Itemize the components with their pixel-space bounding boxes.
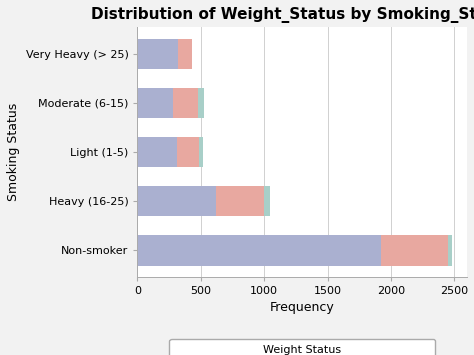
Bar — [264, 186, 270, 217]
Bar — [137, 235, 381, 266]
Y-axis label: Smoking Status: Smoking Status — [7, 103, 20, 201]
Bar — [137, 88, 173, 118]
Bar — [198, 88, 204, 118]
X-axis label: Frequency: Frequency — [270, 301, 335, 315]
Bar — [448, 235, 453, 266]
Bar — [137, 39, 178, 69]
Bar — [199, 137, 203, 167]
Bar — [173, 88, 198, 118]
Bar — [216, 186, 264, 217]
Bar — [137, 186, 216, 217]
Bar — [137, 137, 177, 167]
Title: Distribution of Weight_Status by Smoking_Status: Distribution of Weight_Status by Smoking… — [91, 7, 474, 23]
Bar — [381, 235, 448, 266]
Bar — [178, 39, 192, 69]
Bar — [177, 137, 199, 167]
Legend: Overweight, Normal, Underweight: Overweight, Normal, Underweight — [170, 339, 435, 355]
